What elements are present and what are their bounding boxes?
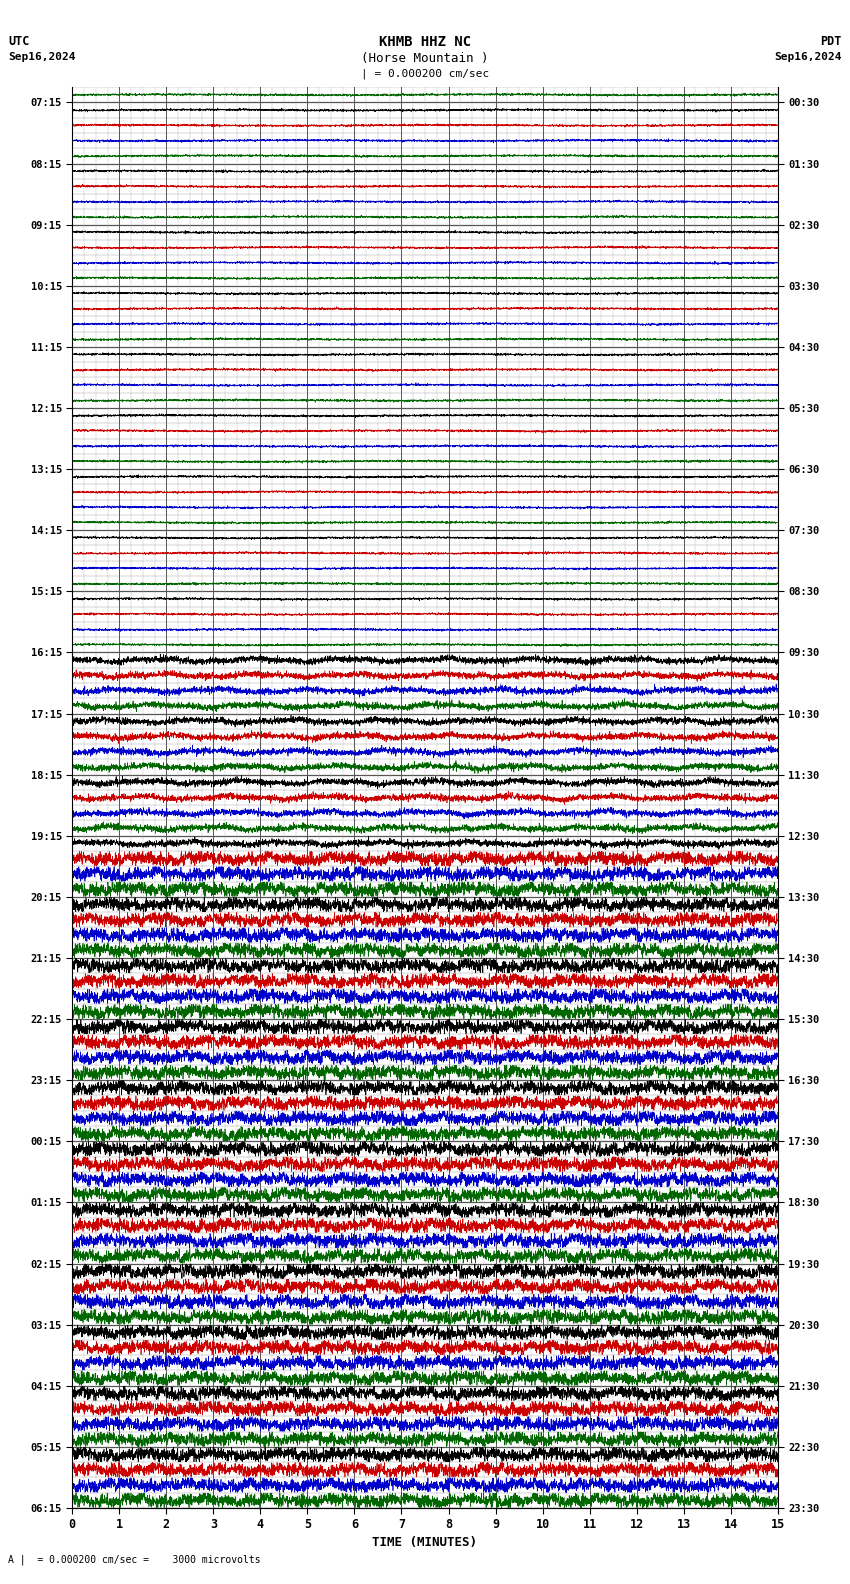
- Text: PDT: PDT: [820, 35, 842, 48]
- Text: UTC: UTC: [8, 35, 30, 48]
- Text: A |  = 0.000200 cm/sec =    3000 microvolts: A | = 0.000200 cm/sec = 3000 microvolts: [8, 1554, 261, 1565]
- Text: (Horse Mountain ): (Horse Mountain ): [361, 52, 489, 65]
- Text: Sep16,2024: Sep16,2024: [774, 52, 842, 62]
- Text: KHMB HHZ NC: KHMB HHZ NC: [379, 35, 471, 49]
- Text: Sep16,2024: Sep16,2024: [8, 52, 76, 62]
- X-axis label: TIME (MINUTES): TIME (MINUTES): [372, 1535, 478, 1549]
- Text: | = 0.000200 cm/sec: | = 0.000200 cm/sec: [361, 68, 489, 79]
